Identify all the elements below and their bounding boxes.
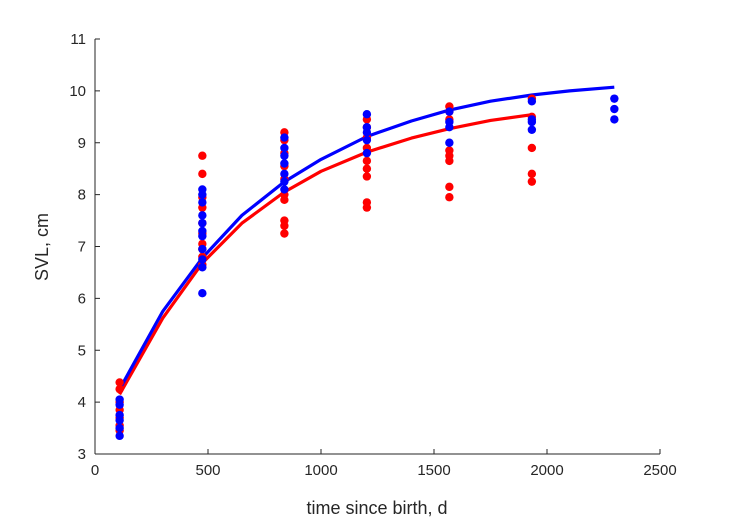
y-tick-label: 10 bbox=[69, 83, 86, 100]
data-point-series-1 bbox=[198, 151, 207, 160]
data-point-series-1 bbox=[445, 193, 454, 202]
data-point-series-2 bbox=[198, 198, 207, 207]
data-point-series-2 bbox=[362, 135, 372, 145]
data-point-series-2 bbox=[445, 138, 454, 147]
data-point-series-2 bbox=[280, 159, 289, 168]
data-point-series-2 bbox=[362, 128, 372, 137]
data-point-series-2 bbox=[115, 423, 124, 433]
data-point-series-2 bbox=[610, 104, 619, 114]
x-tick-label: 2500 bbox=[643, 462, 676, 479]
x-tick-label: 1000 bbox=[304, 462, 337, 479]
data-point-series-1 bbox=[527, 143, 537, 153]
data-point-series-1 bbox=[362, 203, 372, 212]
fit-line-series-1 bbox=[118, 113, 533, 396]
data-point-series-2 bbox=[115, 416, 124, 425]
data-point-series-2 bbox=[280, 143, 289, 153]
data-point-series-1 bbox=[280, 195, 289, 205]
x-tick-label: 2000 bbox=[530, 462, 563, 479]
data-point-series-2 bbox=[198, 218, 207, 228]
data-point-series-1 bbox=[198, 169, 207, 179]
data-point-series-2 bbox=[527, 97, 537, 106]
x-axis-title: time since birth, d bbox=[306, 498, 447, 518]
data-point-series-2 bbox=[280, 151, 289, 160]
data-point-series-2 bbox=[198, 211, 207, 220]
y-tick-label: 6 bbox=[78, 290, 86, 307]
data-point-series-2 bbox=[610, 94, 619, 103]
data-point-series-2 bbox=[198, 244, 207, 254]
y-tick-label: 5 bbox=[78, 342, 86, 359]
data-points bbox=[115, 94, 619, 441]
y-axis-title: SVL, cm bbox=[32, 213, 52, 281]
data-point-series-1 bbox=[527, 169, 537, 179]
data-point-series-2 bbox=[280, 185, 289, 194]
data-point-series-1 bbox=[527, 177, 537, 186]
data-point-series-1 bbox=[445, 182, 454, 192]
data-point-series-2 bbox=[198, 255, 207, 264]
data-point-series-2 bbox=[610, 115, 619, 124]
data-point-series-2 bbox=[445, 107, 454, 116]
data-point-series-1 bbox=[280, 229, 289, 238]
data-point-series-2 bbox=[362, 148, 372, 158]
y-tick-label: 8 bbox=[78, 187, 86, 204]
data-point-series-1 bbox=[362, 164, 372, 173]
data-point-series-2 bbox=[527, 125, 537, 134]
data-point-series-2 bbox=[115, 431, 124, 441]
data-point-series-2 bbox=[280, 169, 289, 179]
y-tick-label: 3 bbox=[78, 446, 86, 463]
data-point-series-2 bbox=[362, 110, 372, 119]
data-point-series-2 bbox=[445, 122, 454, 132]
data-point-series-1 bbox=[362, 172, 372, 181]
y-tick-label: 11 bbox=[70, 31, 86, 48]
data-point-series-2 bbox=[198, 190, 207, 199]
data-point-series-2 bbox=[280, 177, 289, 186]
x-tick-label: 500 bbox=[195, 462, 220, 479]
data-point-series-1 bbox=[115, 378, 124, 387]
data-point-series-2 bbox=[198, 288, 207, 298]
data-point-series-1 bbox=[445, 156, 454, 166]
x-tick-label: 1500 bbox=[417, 462, 450, 479]
y-tick-label: 7 bbox=[78, 239, 86, 256]
data-point-series-1 bbox=[362, 156, 372, 166]
data-point-series-1 bbox=[280, 221, 289, 230]
data-point-series-2 bbox=[198, 231, 207, 241]
data-point-series-2 bbox=[280, 133, 289, 142]
y-tick-label: 4 bbox=[78, 394, 86, 411]
axes: 0 500 1000 1500 2000 2500 3 4 5 6 7 8 9 10 11 bbox=[69, 31, 676, 479]
data-point-series-2 bbox=[527, 117, 537, 127]
data-point-series-2 bbox=[115, 400, 124, 409]
data-point-series-1 bbox=[115, 384, 124, 394]
data-point-series-2 bbox=[198, 263, 207, 272]
x-tick-label: 0 bbox=[91, 462, 99, 479]
y-tick-label: 9 bbox=[78, 135, 86, 152]
